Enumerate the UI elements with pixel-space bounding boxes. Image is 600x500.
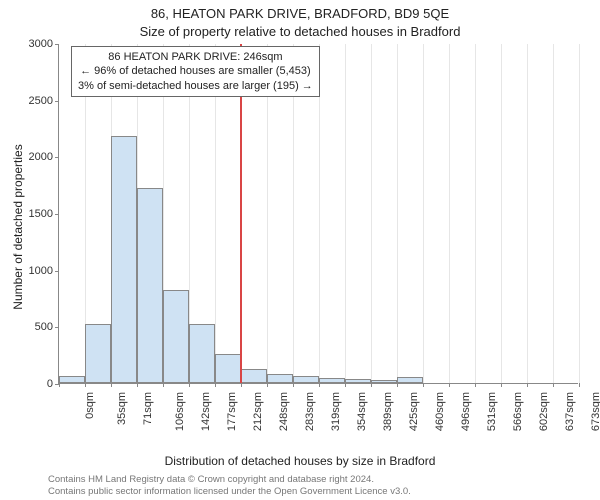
plot-area: 0sqm35sqm71sqm106sqm142sqm177sqm212sqm24… — [58, 44, 578, 384]
plot-box: 0sqm35sqm71sqm106sqm142sqm177sqm212sqm24… — [58, 44, 578, 384]
x-tick-mark — [527, 383, 528, 387]
y-tick-mark — [55, 327, 59, 328]
y-tick-label: 0 — [19, 378, 53, 390]
histogram-bar — [215, 354, 240, 383]
x-tick-mark — [371, 383, 372, 387]
x-tick-label: 142sqm — [200, 392, 212, 431]
x-tick-mark — [267, 383, 268, 387]
x-tick-label: 389sqm — [382, 392, 394, 431]
x-tick-label: 212sqm — [252, 392, 264, 431]
histogram-bar — [137, 188, 162, 383]
grid-line — [501, 44, 502, 383]
histogram-bar — [267, 374, 292, 383]
x-tick-label: 248sqm — [278, 392, 290, 431]
grid-line — [475, 44, 476, 383]
grid-line — [579, 44, 580, 383]
x-tick-mark — [137, 383, 138, 387]
footer-line1: Contains HM Land Registry data © Crown c… — [48, 474, 374, 485]
grid-line — [371, 44, 372, 383]
x-tick-label: 71sqm — [142, 392, 154, 425]
y-tick-mark — [55, 157, 59, 158]
x-tick-label: 106sqm — [174, 392, 186, 431]
histogram-bar — [397, 377, 422, 383]
y-tick-label: 2000 — [19, 151, 53, 163]
x-tick-mark — [85, 383, 86, 387]
grid-line — [397, 44, 398, 383]
y-tick-mark — [55, 384, 59, 385]
x-tick-label: 319sqm — [330, 392, 342, 431]
histogram-bar — [345, 379, 370, 383]
x-tick-label: 35sqm — [116, 392, 128, 425]
x-tick-mark — [215, 383, 216, 387]
y-tick-label: 2500 — [19, 95, 53, 107]
y-tick-label: 500 — [19, 321, 53, 333]
grid-line — [423, 44, 424, 383]
y-tick-mark — [55, 101, 59, 102]
y-tick-label: 1500 — [19, 208, 53, 220]
x-tick-label: 566sqm — [512, 392, 524, 431]
annotation-box: 86 HEATON PARK DRIVE: 246sqm← 96% of det… — [71, 46, 320, 97]
histogram-bar — [293, 376, 318, 383]
x-tick-mark — [579, 383, 580, 387]
x-tick-label: 425sqm — [408, 392, 420, 431]
x-tick-mark — [501, 383, 502, 387]
x-tick-mark — [189, 383, 190, 387]
x-tick-mark — [449, 383, 450, 387]
grid-line — [345, 44, 346, 383]
histogram-bar — [59, 376, 84, 383]
y-tick-mark — [55, 44, 59, 45]
y-tick-mark — [55, 271, 59, 272]
annotation-line: ← 96% of detached houses are smaller (5,… — [78, 64, 313, 78]
histogram-bar — [163, 290, 188, 383]
x-tick-mark — [59, 383, 60, 387]
annotation-line: 3% of semi-detached houses are larger (1… — [78, 79, 313, 93]
x-tick-mark — [553, 383, 554, 387]
x-tick-mark — [241, 383, 242, 387]
chart-container: 86, HEATON PARK DRIVE, BRADFORD, BD9 5QE… — [0, 0, 600, 500]
grid-line — [553, 44, 554, 383]
x-axis-label: Distribution of detached houses by size … — [0, 454, 600, 468]
x-tick-label: 460sqm — [434, 392, 446, 431]
histogram-bar — [85, 324, 110, 383]
x-tick-label: 496sqm — [460, 392, 472, 431]
histogram-bar — [189, 324, 214, 383]
x-tick-label: 602sqm — [538, 392, 550, 431]
x-tick-mark — [293, 383, 294, 387]
chart-title-line1: 86, HEATON PARK DRIVE, BRADFORD, BD9 5QE — [0, 6, 600, 21]
x-tick-mark — [345, 383, 346, 387]
x-tick-mark — [163, 383, 164, 387]
histogram-bar — [319, 378, 344, 383]
annotation-line: 86 HEATON PARK DRIVE: 246sqm — [78, 50, 313, 64]
histogram-bar — [111, 136, 136, 383]
y-tick-label: 3000 — [19, 38, 53, 50]
x-tick-label: 673sqm — [590, 392, 600, 431]
x-tick-label: 283sqm — [304, 392, 316, 431]
grid-line — [449, 44, 450, 383]
grid-line — [527, 44, 528, 383]
x-tick-label: 0sqm — [84, 392, 96, 419]
x-tick-mark — [423, 383, 424, 387]
footer-line2: Contains public sector information licen… — [48, 486, 411, 497]
histogram-bar — [241, 369, 266, 383]
x-tick-label: 531sqm — [486, 392, 498, 431]
x-tick-mark — [475, 383, 476, 387]
x-tick-mark — [319, 383, 320, 387]
y-tick-label: 1000 — [19, 265, 53, 277]
y-tick-mark — [55, 214, 59, 215]
x-tick-label: 354sqm — [356, 392, 368, 431]
chart-title-line2: Size of property relative to detached ho… — [0, 24, 600, 39]
x-tick-mark — [397, 383, 398, 387]
x-tick-mark — [111, 383, 112, 387]
histogram-bar — [371, 380, 396, 383]
x-tick-label: 177sqm — [226, 392, 238, 431]
x-tick-label: 637sqm — [564, 392, 576, 431]
